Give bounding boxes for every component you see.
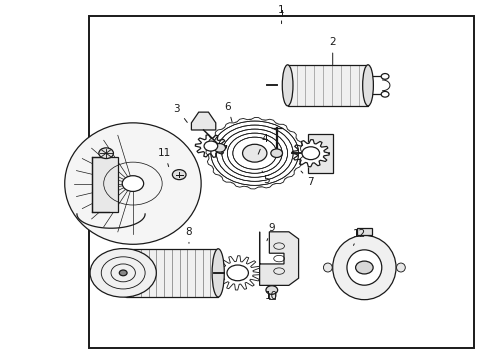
Text: 4: 4	[258, 134, 268, 154]
Ellipse shape	[363, 65, 373, 106]
Circle shape	[266, 286, 278, 294]
Polygon shape	[292, 140, 329, 167]
Ellipse shape	[282, 65, 293, 106]
Circle shape	[227, 265, 248, 281]
Ellipse shape	[323, 263, 332, 272]
Polygon shape	[196, 135, 226, 157]
Circle shape	[204, 141, 218, 151]
Circle shape	[122, 176, 144, 192]
Text: 1: 1	[278, 5, 285, 24]
Text: 7: 7	[301, 171, 314, 187]
Ellipse shape	[212, 249, 224, 297]
Bar	[92, 157, 118, 212]
Circle shape	[271, 149, 283, 157]
Ellipse shape	[65, 123, 201, 244]
Circle shape	[302, 147, 319, 159]
Text: 6: 6	[224, 102, 232, 122]
Polygon shape	[206, 117, 303, 189]
Ellipse shape	[120, 249, 132, 297]
Ellipse shape	[333, 235, 396, 300]
Polygon shape	[260, 232, 298, 285]
Text: 8: 8	[186, 227, 192, 243]
Circle shape	[119, 270, 127, 276]
Circle shape	[99, 148, 114, 158]
Bar	[269, 290, 275, 299]
Circle shape	[172, 170, 186, 180]
Circle shape	[214, 144, 225, 152]
Polygon shape	[214, 256, 261, 290]
Polygon shape	[192, 112, 216, 130]
Circle shape	[381, 91, 389, 97]
Circle shape	[208, 119, 301, 187]
Text: 9: 9	[267, 223, 275, 241]
Ellipse shape	[347, 250, 382, 285]
Ellipse shape	[396, 263, 405, 272]
Text: 11: 11	[158, 148, 171, 167]
Bar	[308, 134, 333, 173]
Text: 10: 10	[265, 285, 278, 301]
Text: 5: 5	[262, 171, 270, 185]
Text: 2: 2	[329, 37, 336, 65]
Circle shape	[243, 144, 267, 162]
Circle shape	[381, 73, 389, 79]
Text: 3: 3	[173, 104, 187, 122]
Bar	[288, 65, 368, 106]
Text: 12: 12	[353, 229, 366, 246]
Bar	[125, 249, 218, 297]
Bar	[89, 16, 474, 348]
Circle shape	[90, 249, 156, 297]
Circle shape	[356, 261, 373, 274]
Polygon shape	[357, 228, 372, 235]
